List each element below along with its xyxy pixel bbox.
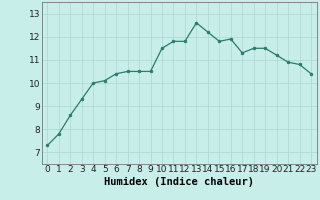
X-axis label: Humidex (Indice chaleur): Humidex (Indice chaleur) — [104, 177, 254, 187]
